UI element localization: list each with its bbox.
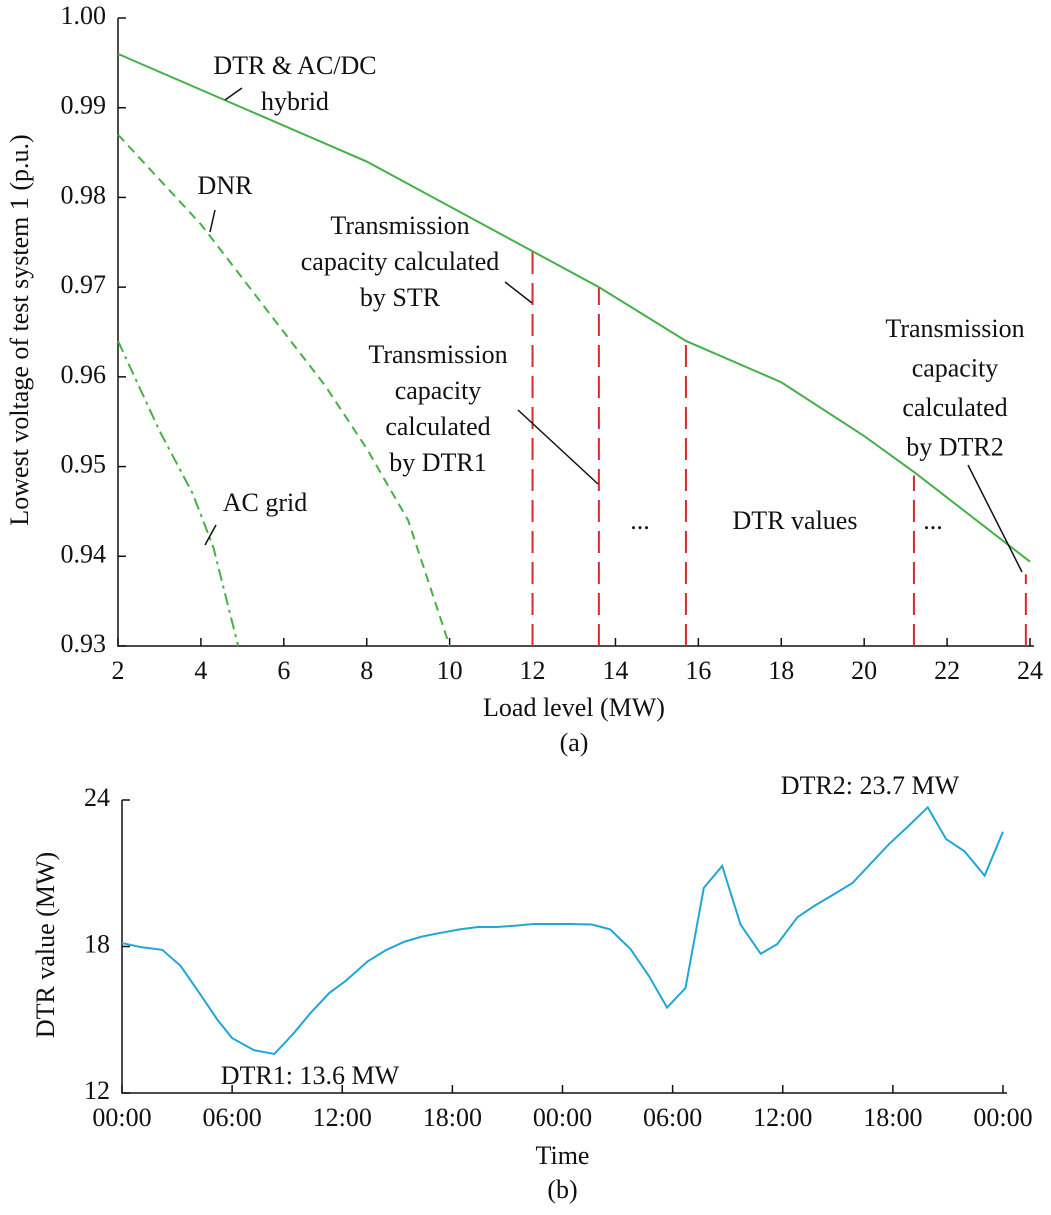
x-tick-label: 06:00 (643, 1103, 702, 1132)
annotation: DTR values (733, 506, 858, 535)
annotation: capacity (395, 376, 482, 405)
y-axis-label: DTR value (MW) (31, 852, 60, 1038)
annotation: Transmission (885, 314, 1024, 343)
y-tick-label: 1.00 (61, 1, 107, 30)
annotation: capacity calculated (301, 247, 499, 276)
caption: (a) (560, 728, 589, 757)
x-tick-label: 18:00 (423, 1103, 482, 1132)
annotation: DNR (198, 171, 254, 200)
x-tick-label: 2 (112, 656, 125, 685)
y-tick-label: 0.94 (61, 539, 107, 568)
leader-line (967, 464, 1023, 573)
series-line (117, 340, 240, 647)
x-tick-label: 4 (194, 656, 207, 685)
x-tick-label: 18:00 (863, 1103, 922, 1132)
x-tick-label: 22 (934, 656, 960, 685)
annotation: DTR & AC/DC (213, 51, 376, 80)
y-tick-label: 0.96 (61, 360, 107, 389)
leader-line (209, 209, 216, 233)
y-tick-label: 0.98 (61, 180, 107, 209)
x-tick-label: 10 (437, 656, 463, 685)
y-tick-label: 0.95 (61, 450, 107, 479)
x-tick-label: 12:00 (753, 1103, 812, 1132)
x-tick-label: 14 (602, 656, 628, 685)
annotation: by DTR1 (389, 448, 487, 477)
annotation: AC grid (223, 488, 308, 517)
x-tick-label: 06:00 (203, 1103, 262, 1132)
leader-line (204, 524, 217, 546)
series-line (117, 52, 1031, 563)
series-line (121, 805, 1004, 1056)
x-tick-label: 16 (685, 656, 711, 685)
series-line (117, 133, 451, 647)
y-axis-label: Lowest voltage of test system 1 (p.u.) (5, 134, 34, 525)
annotation: DTR1: 13.6 MW (221, 1061, 400, 1090)
annotation: capacity (912, 353, 999, 382)
x-tick-label: 00:00 (533, 1103, 592, 1132)
leader-line (504, 281, 533, 304)
y-tick-label: 18 (84, 929, 110, 958)
x-axis-label: Time (536, 1141, 590, 1170)
leader-line (224, 87, 243, 101)
x-axis-label: Load level (MW) (483, 693, 665, 722)
annotation: hybrid (261, 87, 329, 116)
y-tick-label: 12 (84, 1076, 110, 1105)
annotation: calculated (385, 412, 490, 441)
axis (121, 800, 1007, 1094)
annotation: ... (923, 506, 943, 535)
x-tick-label: 12 (520, 656, 546, 685)
y-tick-label: 0.93 (61, 629, 107, 658)
x-tick-label: 12:00 (313, 1103, 372, 1132)
x-tick-label: 00:00 (92, 1103, 151, 1132)
annotation: Transmission (368, 340, 507, 369)
annotation: Transmission (330, 211, 469, 240)
y-tick-label: 0.97 (61, 270, 107, 299)
x-tick-label: 6 (277, 656, 290, 685)
y-tick-label: 24 (84, 783, 110, 812)
annotation: by DTR2 (906, 432, 1004, 461)
y-tick-label: 0.99 (61, 91, 107, 120)
annotation: DTR2: 23.7 MW (781, 771, 960, 800)
x-tick-label: 24 (1017, 656, 1043, 685)
annotation: by STR (360, 283, 441, 312)
leader-line (517, 409, 599, 485)
x-tick-label: 8 (360, 656, 373, 685)
annotation: calculated (902, 393, 1007, 422)
x-tick-label: 18 (768, 656, 794, 685)
x-tick-label: 20 (851, 656, 877, 685)
caption: (b) (547, 1175, 577, 1204)
x-tick-label: 00:00 (973, 1103, 1032, 1132)
annotation: ... (630, 506, 650, 535)
